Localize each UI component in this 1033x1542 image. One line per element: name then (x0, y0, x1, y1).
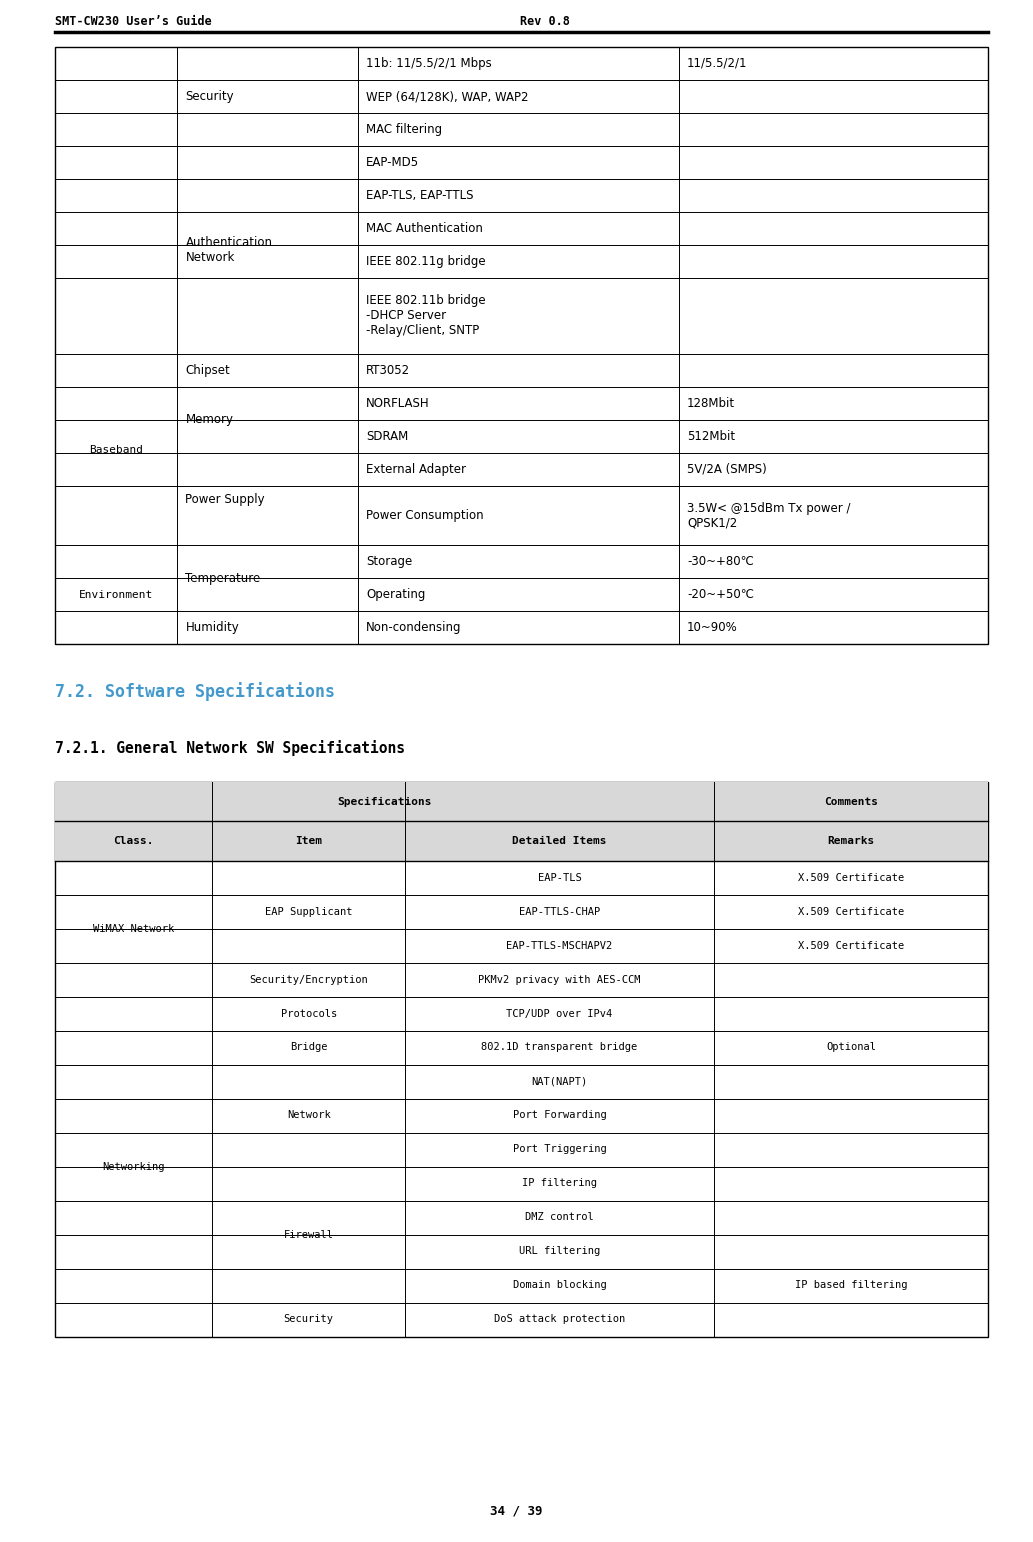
Text: Networking: Networking (102, 1161, 165, 1172)
Text: -30~+80℃: -30~+80℃ (687, 555, 754, 569)
Text: Non-condensing: Non-condensing (367, 621, 462, 634)
Text: Power Supply: Power Supply (186, 492, 265, 506)
Text: X.509 Certificate: X.509 Certificate (797, 907, 904, 916)
Text: Humidity: Humidity (186, 621, 240, 634)
Text: Environment: Environment (80, 589, 153, 600)
Text: 34 / 39: 34 / 39 (490, 1503, 542, 1517)
Text: Temperature: Temperature (186, 572, 260, 584)
Text: Comments: Comments (824, 797, 878, 806)
Text: Storage: Storage (367, 555, 412, 569)
Text: RT3052: RT3052 (367, 364, 410, 376)
Text: 10~90%: 10~90% (687, 621, 738, 634)
Text: Optional: Optional (826, 1042, 876, 1053)
Text: EAP-TTLS-CHAP: EAP-TTLS-CHAP (519, 907, 600, 916)
Text: Rev 0.8: Rev 0.8 (520, 15, 570, 28)
Text: IEEE 802.11g bridge: IEEE 802.11g bridge (367, 254, 486, 268)
Text: EAP-TLS, EAP-TTLS: EAP-TLS, EAP-TTLS (367, 190, 474, 202)
Text: X.509 Certificate: X.509 Certificate (797, 941, 904, 950)
Text: WiMAX Network: WiMAX Network (93, 924, 175, 933)
Text: Security/Encryption: Security/Encryption (249, 975, 368, 984)
Text: IP filtering: IP filtering (522, 1178, 597, 1189)
Text: EAP Supplicant: EAP Supplicant (264, 907, 352, 916)
Text: Operating: Operating (367, 589, 426, 601)
Text: EAP-TTLS-MSCHAPV2: EAP-TTLS-MSCHAPV2 (506, 941, 613, 950)
Text: PKMv2 privacy with AES-CCM: PKMv2 privacy with AES-CCM (478, 975, 640, 984)
Text: Remarks: Remarks (827, 836, 875, 847)
Text: Port Triggering: Port Triggering (512, 1144, 606, 1155)
Text: 3.5W< @15dBm Tx power /
QPSK1/2: 3.5W< @15dBm Tx power / QPSK1/2 (687, 501, 850, 529)
Text: TCP/UDP over IPv4: TCP/UDP over IPv4 (506, 1008, 613, 1019)
Text: NORFLASH: NORFLASH (367, 396, 430, 410)
Bar (55, 782, 988, 1337)
Text: NAT(NAPT): NAT(NAPT) (531, 1076, 588, 1087)
Text: 802.1D transparent bridge: 802.1D transparent bridge (481, 1042, 637, 1053)
Text: Chipset: Chipset (186, 364, 230, 376)
Text: MAC Authentication: MAC Authentication (367, 222, 483, 234)
Text: External Adapter: External Adapter (367, 463, 466, 476)
Text: Memory: Memory (186, 413, 233, 427)
Text: Baseband: Baseband (89, 444, 144, 455)
Text: Security: Security (186, 89, 234, 103)
Text: 7.2. Software Specifications: 7.2. Software Specifications (55, 682, 335, 702)
Text: MAC filtering: MAC filtering (367, 123, 442, 136)
Text: EAP-TLS: EAP-TLS (537, 873, 582, 882)
Text: Item: Item (295, 836, 322, 847)
Text: Protocols: Protocols (281, 1008, 337, 1019)
Text: 11b: 11/5.5/2/1 Mbps: 11b: 11/5.5/2/1 Mbps (367, 57, 492, 69)
Text: Authentication
Network: Authentication Network (186, 236, 273, 264)
Text: Power Consumption: Power Consumption (367, 509, 483, 523)
Text: Security: Security (284, 1314, 334, 1325)
Text: Specifications: Specifications (337, 797, 432, 806)
Text: Bridge: Bridge (290, 1042, 327, 1053)
Text: -20~+50℃: -20~+50℃ (687, 589, 754, 601)
Text: URL filtering: URL filtering (519, 1246, 600, 1257)
Text: 512Mbit: 512Mbit (687, 430, 735, 443)
Text: DMZ control: DMZ control (525, 1212, 594, 1223)
Text: IP based filtering: IP based filtering (794, 1280, 907, 1291)
Text: WEP (64/128K), WAP, WAP2: WEP (64/128K), WAP, WAP2 (367, 89, 529, 103)
Text: Firewall: Firewall (284, 1229, 334, 1240)
Text: Detailed Items: Detailed Items (512, 836, 606, 847)
Text: Port Forwarding: Port Forwarding (512, 1110, 606, 1121)
Text: EAP-MD5: EAP-MD5 (367, 156, 419, 170)
Bar (55, 46, 988, 645)
Text: 128Mbit: 128Mbit (687, 396, 735, 410)
Text: Domain blocking: Domain blocking (512, 1280, 606, 1291)
Text: 5V/2A (SMPS): 5V/2A (SMPS) (687, 463, 766, 476)
Bar (55, 782, 988, 822)
Text: SMT-CW230 User’s Guide: SMT-CW230 User’s Guide (55, 15, 212, 28)
Text: X.509 Certificate: X.509 Certificate (797, 873, 904, 882)
Text: Class.: Class. (114, 836, 154, 847)
Bar (55, 822, 988, 860)
Text: IEEE 802.11b bridge
-DHCP Server
-Relay/Client, SNTP: IEEE 802.11b bridge -DHCP Server -Relay/… (367, 295, 486, 338)
Text: 11/5.5/2/1: 11/5.5/2/1 (687, 57, 748, 69)
Text: 7.2.1. General Network SW Specifications: 7.2.1. General Network SW Specifications (55, 740, 405, 756)
Text: DoS attack protection: DoS attack protection (494, 1314, 625, 1325)
Text: SDRAM: SDRAM (367, 430, 408, 443)
Text: Network: Network (287, 1110, 331, 1121)
